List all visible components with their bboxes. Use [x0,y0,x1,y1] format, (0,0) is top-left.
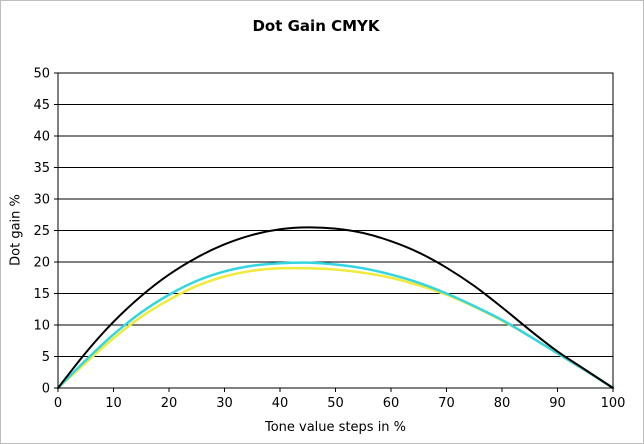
y-tick-label: 5 [42,350,50,365]
y-tick-label: 10 [33,319,50,334]
x-tick-label: 90 [549,396,566,411]
x-tick-label: 40 [272,396,289,411]
y-tick-label: 35 [33,161,50,176]
y-tick-label: 50 [33,67,50,82]
y-tick-label: 40 [33,130,50,145]
grid-lines [58,104,613,357]
y-tick-label: 25 [33,224,50,239]
x-tick-label: 50 [327,396,344,411]
y-tick-label: 0 [42,382,50,397]
x-tick-label: 20 [161,396,178,411]
axis-ticks: 0 5 10 15 20 25 30 35 40 45 50 0 10 20 30 40 50 60 70 80 90 1… [33,67,625,412]
y-tick-label: 30 [33,193,50,208]
chart-title: Dot Gain CMYK [252,17,380,35]
series-lines [56,226,615,390]
series-line-black [57,226,614,389]
y-tick-label: 45 [33,98,50,113]
x-axis-label: Tone value steps in % [264,420,407,435]
x-tick-label: 70 [438,396,455,411]
y-tick-label: 20 [33,256,50,271]
x-tick-label: 60 [383,396,400,411]
x-tick-label: 100 [601,396,626,411]
x-tick-label: 0 [54,396,62,411]
x-tick-label: 10 [105,396,122,411]
series-line-cyan [56,261,615,390]
x-tick-label: 80 [494,396,511,411]
y-tick-label: 15 [33,287,50,302]
series-line-yellow [56,266,615,390]
x-tick-label: 30 [216,396,233,411]
